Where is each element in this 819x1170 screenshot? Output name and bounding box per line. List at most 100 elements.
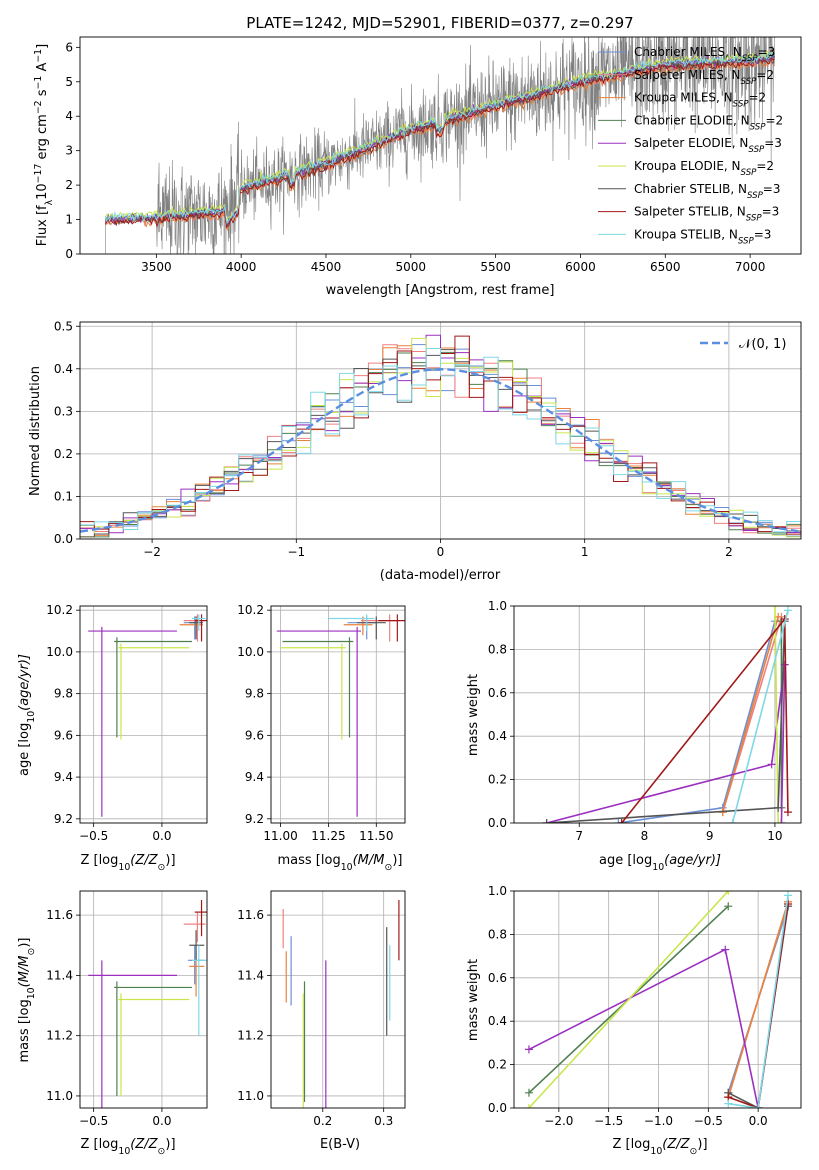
label-part: age [log xyxy=(17,723,32,776)
x-tick-label: 6000 xyxy=(565,260,596,274)
weight-line-salpeter-elodie xyxy=(528,948,759,1108)
axes-frame xyxy=(270,890,406,1109)
x-tick-label: 3500 xyxy=(141,260,172,274)
label-part: 10 xyxy=(35,183,50,200)
weight_vs_Z-area xyxy=(514,891,801,1108)
data-point-marker xyxy=(767,760,776,769)
x-tick-label: −0.5 xyxy=(694,1114,723,1128)
data-point-marker xyxy=(783,606,792,615)
axes-frame xyxy=(513,890,802,1109)
legend-entry: 𝒩(0, 1) xyxy=(739,337,786,352)
y-tick-label: 9.6 xyxy=(54,728,73,742)
data-point-marker xyxy=(524,1088,533,1097)
label-part: Chabrier STELIB, N xyxy=(634,182,747,196)
y-tick-label: 5 xyxy=(65,75,73,89)
weight-line-kroupa-elodie xyxy=(774,606,779,823)
legend-entry: Chabrier STELIB, NSSP=3 xyxy=(634,182,781,201)
y-tick-label: 6 xyxy=(65,40,73,54)
label-part: Chabrier MILES, N xyxy=(634,45,742,59)
y-tick-label: 11.0 xyxy=(237,1089,264,1103)
y-tick-label: 1.0 xyxy=(488,884,507,898)
weight-line-kroupa-miles xyxy=(727,901,789,1098)
label-part: mass [log xyxy=(278,853,341,868)
legend-entry: Kroupa ELODIE, NSSP=2 xyxy=(634,159,774,178)
label-part: s xyxy=(35,89,50,100)
y-tick-label: 0.6 xyxy=(488,971,507,985)
y-tick-label: 11.0 xyxy=(46,1089,73,1103)
label-part: =2 xyxy=(765,113,783,127)
data-point-marker xyxy=(754,1104,763,1108)
y-tick-label: 0 xyxy=(65,247,73,261)
label-part: 10 xyxy=(652,862,664,873)
label-part: −2 xyxy=(33,100,44,114)
label-part: 10 xyxy=(650,1146,662,1157)
x-tick-label: 0.0 xyxy=(749,1114,768,1128)
data-point-marker xyxy=(724,902,733,911)
y-tick-label: 11.4 xyxy=(46,968,73,982)
label-part: 10 xyxy=(26,711,37,723)
label-part: ⊙ xyxy=(26,948,37,956)
y-tick-label: 10.0 xyxy=(237,645,264,659)
x-tick-label: 6500 xyxy=(650,260,681,274)
label-part: λ xyxy=(44,199,55,205)
data-point-marker xyxy=(542,819,551,823)
data-point-marker xyxy=(614,819,623,823)
y-axis-label: age [log10(age/yr)] xyxy=(17,654,37,776)
label-part: 10 xyxy=(118,862,130,873)
data-point-marker xyxy=(770,606,779,610)
x-tick-label: 0.3 xyxy=(374,1114,393,1128)
model-line-chabrier-stelib xyxy=(105,53,775,229)
label-part: SSP xyxy=(741,77,758,87)
x-axis-label: Z [log10(Z/Z⊙)] xyxy=(612,1137,707,1157)
x-axis-label: Z [log10(Z/Z⊙)] xyxy=(80,1137,175,1157)
label-part: =2 xyxy=(756,159,774,173)
y-tick-label: 9.6 xyxy=(245,728,264,742)
label-part: ⊙ xyxy=(158,862,166,873)
label-part: =3 xyxy=(764,136,782,150)
x-tick-label: 0.0 xyxy=(152,1114,171,1128)
y-tick-label: 0.2 xyxy=(54,447,73,461)
y-axis-label: Normed distribution xyxy=(28,366,43,496)
y-tick-label: 0.4 xyxy=(488,729,507,743)
axes-frame xyxy=(79,321,802,540)
y-tick-label: 11.2 xyxy=(46,1029,73,1043)
y-tick-label: 1 xyxy=(65,213,73,227)
label-part: Chabrier ELODIE, N xyxy=(634,113,750,127)
data-point-marker xyxy=(721,945,730,954)
y-tick-label: 0.0 xyxy=(54,532,73,546)
label-part: )] xyxy=(165,1137,175,1152)
x-tick-label: −1.0 xyxy=(644,1114,673,1128)
model-line-kroupa-miles xyxy=(105,59,775,231)
label-part: )] xyxy=(697,1137,707,1152)
label-part: SSP xyxy=(742,54,759,64)
y-tick-label: 0.3 xyxy=(54,404,73,418)
label-part: (M/M xyxy=(353,853,385,868)
data-point-marker xyxy=(617,819,626,823)
weight-line-kroupa-miles xyxy=(721,616,779,813)
axes-frame xyxy=(79,605,208,824)
y-tick-label: 9.8 xyxy=(245,687,264,701)
weight_vs_Z-plot: −2.0 −1.5 −1.0 −0.5 0.0 0.0 0.2 0.4 0.6 0.8 1.0 Z [… xyxy=(466,884,802,1157)
x-tick-label: 5500 xyxy=(480,260,511,274)
x-tick-label: 1 xyxy=(581,545,589,559)
age_vs_Z-area xyxy=(80,606,207,823)
model-line-kroupa-elodie xyxy=(105,49,775,222)
label-part: Flux [f xyxy=(35,205,50,246)
model-line-kroupa-stelib xyxy=(105,51,775,224)
data-point-marker xyxy=(784,900,793,909)
x-tick-label: 0.2 xyxy=(313,1114,332,1128)
legend-entry: Salpeter ELODIE, NSSP=3 xyxy=(634,136,782,155)
label-part: Salpeter MILES, N xyxy=(634,68,741,82)
weight_vs_age-area xyxy=(514,606,801,823)
y-tick-label: 11.6 xyxy=(46,908,73,922)
legend-entry: Chabrier ELODIE, NSSP=2 xyxy=(634,113,783,132)
age_vs_mass-plot: 11.00 11.25 11.50 9.2 9.4 9.6 9.8 10.0 10.2 mass … xyxy=(237,603,406,873)
y-tick-label: 0.4 xyxy=(488,1014,507,1028)
label-part: (age/yr)] xyxy=(17,654,32,711)
x-tick-label: 10 xyxy=(767,829,782,843)
data-point-marker xyxy=(784,891,793,900)
data-point-marker xyxy=(724,1099,733,1108)
x-tick-label: 0.0 xyxy=(152,829,171,843)
label-part: −1 xyxy=(33,49,44,63)
